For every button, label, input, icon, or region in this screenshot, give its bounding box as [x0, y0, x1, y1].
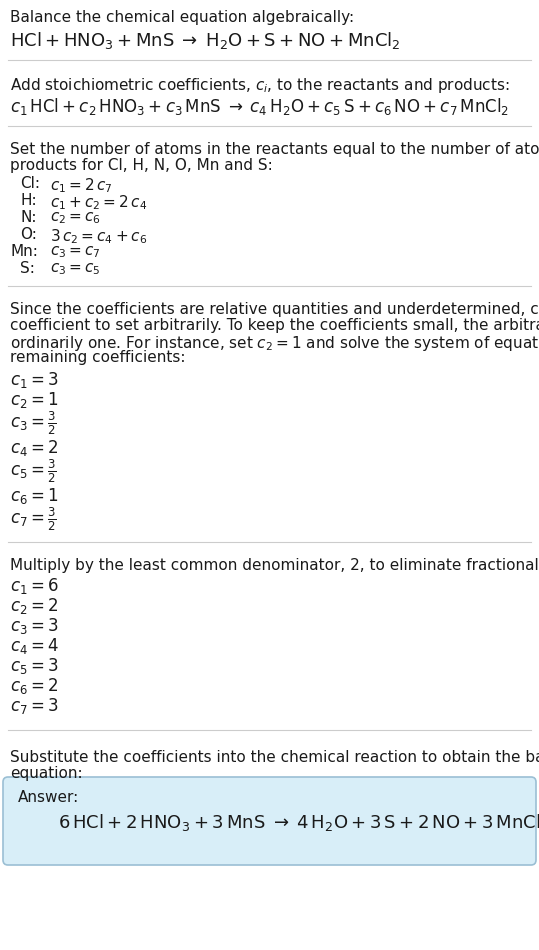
- Text: $c_4 = 4$: $c_4 = 4$: [10, 636, 59, 656]
- Text: $c_3 = \frac{3}{2}$: $c_3 = \frac{3}{2}$: [10, 410, 57, 437]
- Text: $6\,\mathregular{HCl} + 2\,\mathregular{HNO_3} + 3\,\mathregular{MnS}\;\rightarr: $6\,\mathregular{HCl} + 2\,\mathregular{…: [58, 812, 539, 833]
- Text: Answer:: Answer:: [18, 790, 79, 805]
- Text: N:: N:: [20, 210, 37, 225]
- Text: Substitute the coefficients into the chemical reaction to obtain the balanced: Substitute the coefficients into the che…: [10, 750, 539, 765]
- Text: $c_2 = 2$: $c_2 = 2$: [10, 596, 58, 616]
- Text: Set the number of atoms in the reactants equal to the number of atoms in the: Set the number of atoms in the reactants…: [10, 142, 539, 157]
- Text: $c_3 = c_5$: $c_3 = c_5$: [50, 261, 100, 276]
- Text: Since the coefficients are relative quantities and underdetermined, choose a: Since the coefficients are relative quan…: [10, 302, 539, 317]
- Text: Balance the chemical equation algebraically:: Balance the chemical equation algebraica…: [10, 10, 354, 25]
- Text: $c_6 = 1$: $c_6 = 1$: [10, 486, 59, 506]
- Text: $c_1 = 2\,c_7$: $c_1 = 2\,c_7$: [50, 176, 113, 195]
- Text: $c_5 = 3$: $c_5 = 3$: [10, 656, 59, 676]
- Text: $c_6 = 2$: $c_6 = 2$: [10, 676, 58, 696]
- Text: ordinarily one. For instance, set $c_2 = 1$ and solve the system of equations fo: ordinarily one. For instance, set $c_2 =…: [10, 334, 539, 353]
- Text: Add stoichiometric coefficients, $c_i$, to the reactants and products:: Add stoichiometric coefficients, $c_i$, …: [10, 76, 509, 95]
- Text: H:: H:: [20, 193, 37, 208]
- Text: $\mathregular{HCl + HNO_3 + MnS}$$\;\rightarrow\;$$\mathregular{H_2O + S + NO + : $\mathregular{HCl + HNO_3 + MnS}$$\;\rig…: [10, 30, 400, 51]
- Text: $c_5 = \frac{3}{2}$: $c_5 = \frac{3}{2}$: [10, 458, 57, 485]
- Text: $c_1 = 3$: $c_1 = 3$: [10, 370, 59, 390]
- Text: $c_7 = 3$: $c_7 = 3$: [10, 696, 59, 716]
- Text: $c_3 = 3$: $c_3 = 3$: [10, 616, 59, 636]
- Text: Cl:: Cl:: [20, 176, 40, 191]
- Text: $c_3 = c_7$: $c_3 = c_7$: [50, 244, 101, 259]
- Text: $c_2 = 1$: $c_2 = 1$: [10, 390, 59, 410]
- Text: equation:: equation:: [10, 766, 82, 781]
- Text: $c_4 = 2$: $c_4 = 2$: [10, 438, 58, 458]
- Text: $c_1\,\mathregular{HCl} + c_2\,\mathregular{HNO_3} + c_3\,\mathregular{MnS}\;\ri: $c_1\,\mathregular{HCl} + c_2\,\mathregu…: [10, 96, 509, 117]
- Text: S:: S:: [20, 261, 35, 276]
- Text: O:: O:: [20, 227, 37, 242]
- Text: products for Cl, H, N, O, Mn and S:: products for Cl, H, N, O, Mn and S:: [10, 158, 273, 173]
- Text: Multiply by the least common denominator, 2, to eliminate fractional coefficient: Multiply by the least common denominator…: [10, 558, 539, 573]
- Text: coefficient to set arbitrarily. To keep the coefficients small, the arbitrary va: coefficient to set arbitrarily. To keep …: [10, 318, 539, 333]
- Text: $c_7 = \frac{3}{2}$: $c_7 = \frac{3}{2}$: [10, 506, 57, 533]
- Text: $3\,c_2 = c_4 + c_6$: $3\,c_2 = c_4 + c_6$: [50, 227, 147, 246]
- Text: $c_1 = 6$: $c_1 = 6$: [10, 576, 59, 596]
- Text: $c_1 + c_2 = 2\,c_4$: $c_1 + c_2 = 2\,c_4$: [50, 193, 147, 212]
- Text: remaining coefficients:: remaining coefficients:: [10, 350, 185, 365]
- FancyBboxPatch shape: [3, 777, 536, 865]
- Text: Mn:: Mn:: [10, 244, 38, 259]
- Text: $c_2 = c_6$: $c_2 = c_6$: [50, 210, 101, 226]
